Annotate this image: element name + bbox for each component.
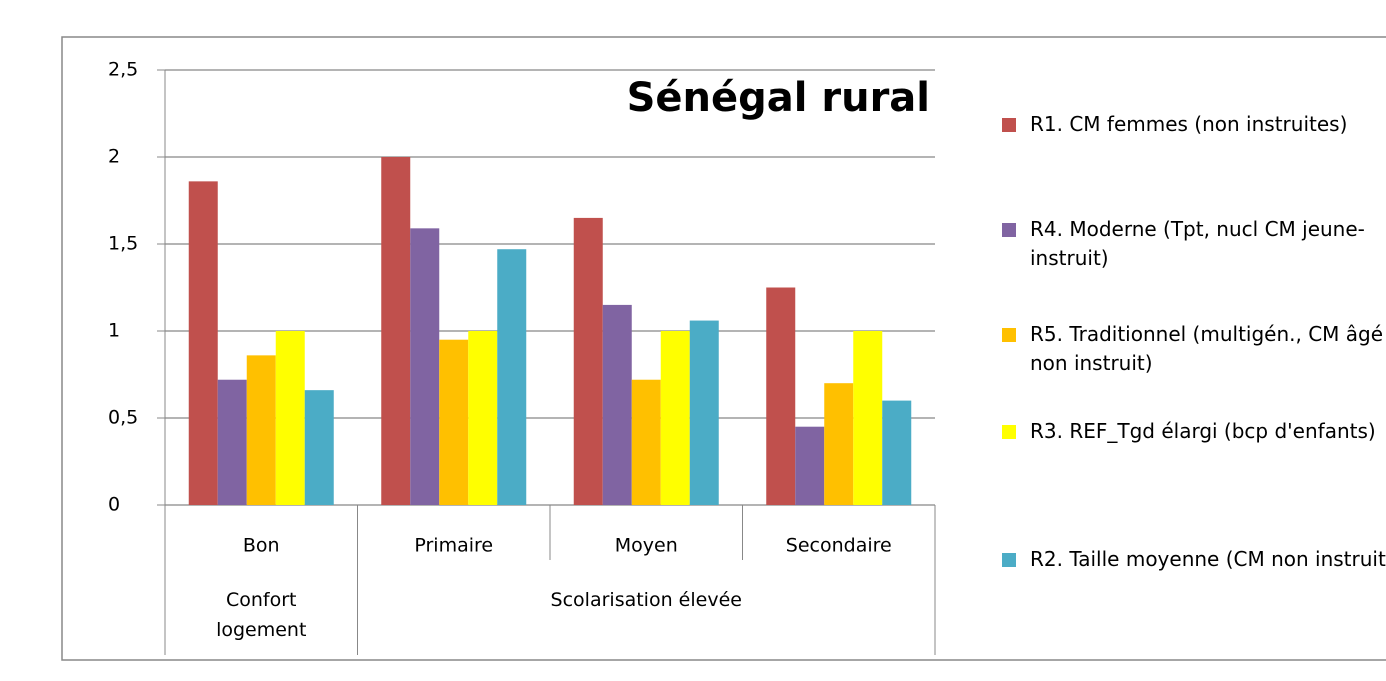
x-tick-label: Primaire — [414, 535, 493, 557]
group-label-box: Scolarisation élevée — [550, 589, 742, 611]
bar — [275, 331, 305, 505]
y-tick-label: 1,5 — [108, 233, 138, 255]
legend-swatch — [1002, 328, 1016, 342]
bar — [824, 383, 854, 505]
bar — [497, 249, 527, 505]
bar — [188, 181, 218, 506]
bar — [795, 426, 825, 505]
bar — [882, 400, 912, 505]
x-tick-label: Secondaire — [786, 535, 892, 557]
group-label: Scolarisation élevée — [550, 589, 742, 611]
bar — [468, 331, 498, 505]
bar — [439, 339, 469, 505]
bar — [410, 228, 440, 505]
bar — [853, 331, 883, 505]
bar — [381, 157, 411, 505]
legend-label: R1. CM femmes (non instruites) — [1030, 112, 1348, 136]
y-tick-label: 2 — [108, 146, 120, 168]
y-tick-label: 2,5 — [108, 59, 138, 81]
chart-title: Sénégal rural — [627, 75, 930, 121]
chart-frame — [61, 36, 1386, 661]
legend-swatch — [1002, 118, 1016, 132]
bar — [304, 390, 334, 505]
legend-label: R4. Moderne (Tpt, nucl CM jeune-instruit… — [1030, 217, 1365, 270]
bar — [689, 320, 719, 505]
bar — [660, 331, 690, 505]
x-tick-label: Bon — [243, 535, 280, 557]
legend-swatch — [1002, 425, 1016, 439]
group-label: Confort logement — [216, 589, 307, 641]
x-tick-label: Moyen — [615, 535, 678, 557]
legend-label: R3. REF_Tgd élargi (bcp d'enfants) — [1030, 419, 1376, 443]
bar — [217, 379, 247, 505]
bar — [602, 304, 632, 505]
bar — [246, 355, 276, 505]
bar — [573, 217, 603, 505]
y-tick-label: 1 — [108, 320, 120, 342]
legend-label: R5. Traditionnel (multigén., CM âgé non … — [1030, 322, 1384, 375]
legend-label: R2. Taille moyenne (CM non instruit) — [1030, 547, 1386, 571]
legend-swatch — [1002, 553, 1016, 567]
group-label-box: Confort logement — [216, 589, 307, 641]
bar — [631, 379, 661, 505]
bar — [766, 287, 796, 505]
legend-swatch — [1002, 223, 1016, 237]
y-tick-label: 0,5 — [108, 407, 138, 429]
y-tick-label: 0 — [108, 494, 120, 516]
